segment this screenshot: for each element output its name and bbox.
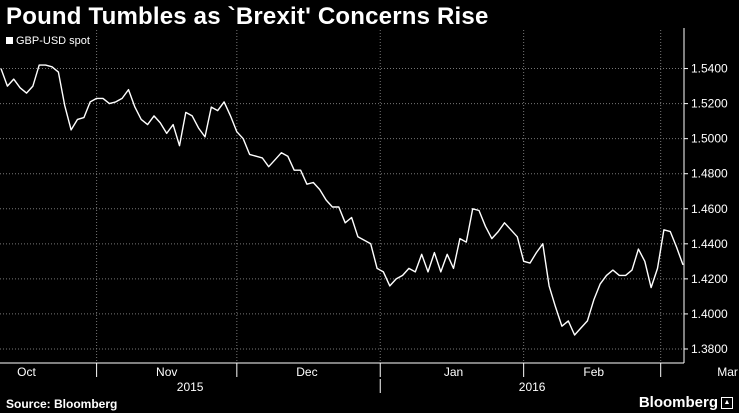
x-tick-label: Dec <box>296 365 317 379</box>
x-axis: Oct Nov Dec Jan Feb Mar 2015 2016 <box>0 362 738 394</box>
legend: GBP-USD spot <box>0 31 92 49</box>
chart-title: Pound Tumbles as `Brexit' Concerns Rise <box>6 3 489 30</box>
legend-label: GBP-USD spot <box>16 35 90 47</box>
y-tick-label: 1.4600 <box>691 202 728 216</box>
x-tick-label: Jan <box>444 365 463 379</box>
x-tick-label: Oct <box>17 365 36 379</box>
brand-logo: Bloomberg ▲ <box>639 394 733 411</box>
bloomberg-icon: ▲ <box>721 396 733 409</box>
y-tick-label: 1.4200 <box>691 272 728 286</box>
y-tick-label: 1.5000 <box>691 132 728 146</box>
x-tick-label: Feb <box>583 365 604 379</box>
y-tick-label: 1.3800 <box>691 342 728 356</box>
legend-box <box>0 31 92 49</box>
x-tick-label: Nov <box>156 365 177 379</box>
y-tick-label: 1.5200 <box>691 97 728 111</box>
grid-lines <box>0 30 684 363</box>
legend-swatch <box>6 37 13 44</box>
series-line-gbp-usd <box>0 64 684 336</box>
y-tick-label: 1.5400 <box>691 62 728 76</box>
year-label-2016: 2016 <box>519 380 546 394</box>
year-label-2015: 2015 <box>177 380 204 394</box>
y-tick-label: 1.4000 <box>691 307 728 321</box>
y-tick-label: 1.4400 <box>691 237 728 251</box>
source-note: Source: Bloomberg <box>6 397 118 411</box>
x-tick-label: Mar <box>717 365 738 379</box>
y-axis: 1.5400 1.5200 1.5000 1.4800 1.4600 1.4400 1.42… <box>683 28 728 363</box>
series-layer <box>0 64 684 336</box>
brand-name: Bloomberg <box>638 394 718 411</box>
y-tick-label: 1.4800 <box>691 167 728 181</box>
